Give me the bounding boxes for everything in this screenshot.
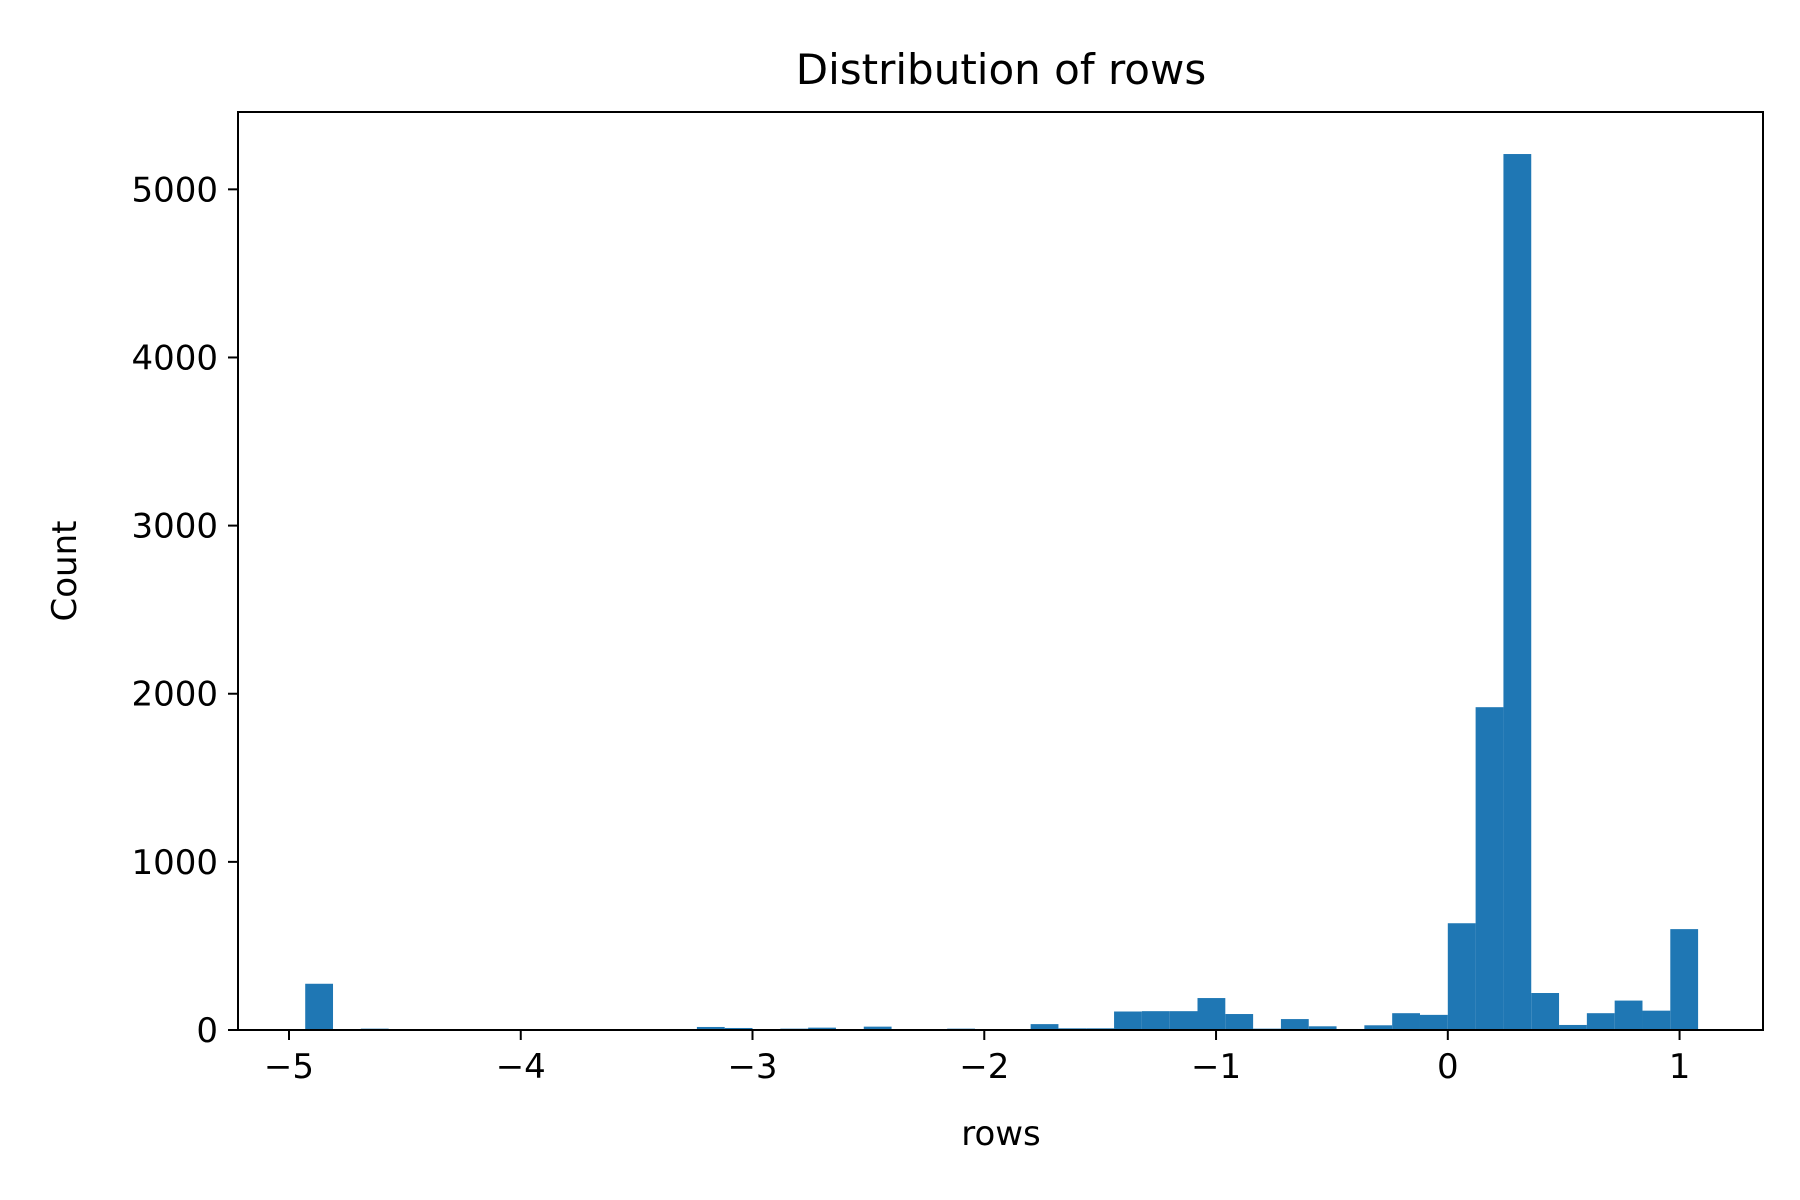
histogram-bar [1559, 1024, 1587, 1030]
plot-frame [237, 111, 1764, 1031]
histogram-bar [1225, 1014, 1254, 1030]
histogram-bar [1392, 1013, 1420, 1030]
chart-title: Distribution of rows [796, 45, 1206, 94]
x-axis: −5 −4 −3 −2 −1 0 1 [264, 1030, 1690, 1087]
x-tick-label: 0 [1437, 1047, 1459, 1087]
y-axis: 0 1000 2000 3000 4000 5000 [131, 170, 238, 1051]
histogram-bar [1586, 1013, 1615, 1030]
histogram-bar [696, 1026, 725, 1030]
y-tick-label: 0 [196, 1011, 218, 1051]
histogram-bar [863, 1026, 892, 1030]
x-tick-label: 1 [1669, 1047, 1691, 1087]
x-tick-label: −2 [959, 1047, 1009, 1087]
x-tick-label: −1 [1191, 1047, 1241, 1087]
histogram-bar [1531, 993, 1560, 1030]
histogram-bar [1419, 1014, 1448, 1030]
histogram-bar [808, 1027, 836, 1030]
histogram-bar [1114, 1011, 1142, 1030]
x-axis-label: rows [961, 1114, 1041, 1154]
histogram-bar [1475, 707, 1504, 1030]
x-tick-label: −3 [727, 1047, 777, 1087]
histogram-bar [1364, 1025, 1393, 1030]
y-tick-label: 3000 [131, 507, 218, 547]
histogram-bar [1141, 1011, 1170, 1030]
histogram-bar [1030, 1024, 1059, 1030]
y-tick-label: 5000 [131, 170, 218, 210]
histogram-bar [1308, 1026, 1337, 1030]
histogram-bar [1642, 1010, 1671, 1030]
histogram-bar [1670, 929, 1699, 1030]
histogram-bar [305, 983, 334, 1030]
histogram-bar [1447, 923, 1476, 1030]
y-axis-label: Count [45, 521, 85, 622]
histogram-bar [1503, 154, 1532, 1030]
histogram-bar [1280, 1019, 1309, 1030]
y-tick-label: 1000 [131, 843, 218, 883]
bars-group [305, 154, 1699, 1030]
histogram-bar [724, 1027, 753, 1030]
x-tick-label: −5 [264, 1047, 314, 1087]
histogram-bar [1197, 998, 1226, 1030]
x-tick-label: −4 [496, 1047, 546, 1087]
histogram-bar [1169, 1011, 1198, 1030]
histogram-bar [1614, 1000, 1643, 1030]
y-tick-label: 4000 [131, 338, 218, 378]
y-tick-label: 2000 [131, 675, 218, 715]
